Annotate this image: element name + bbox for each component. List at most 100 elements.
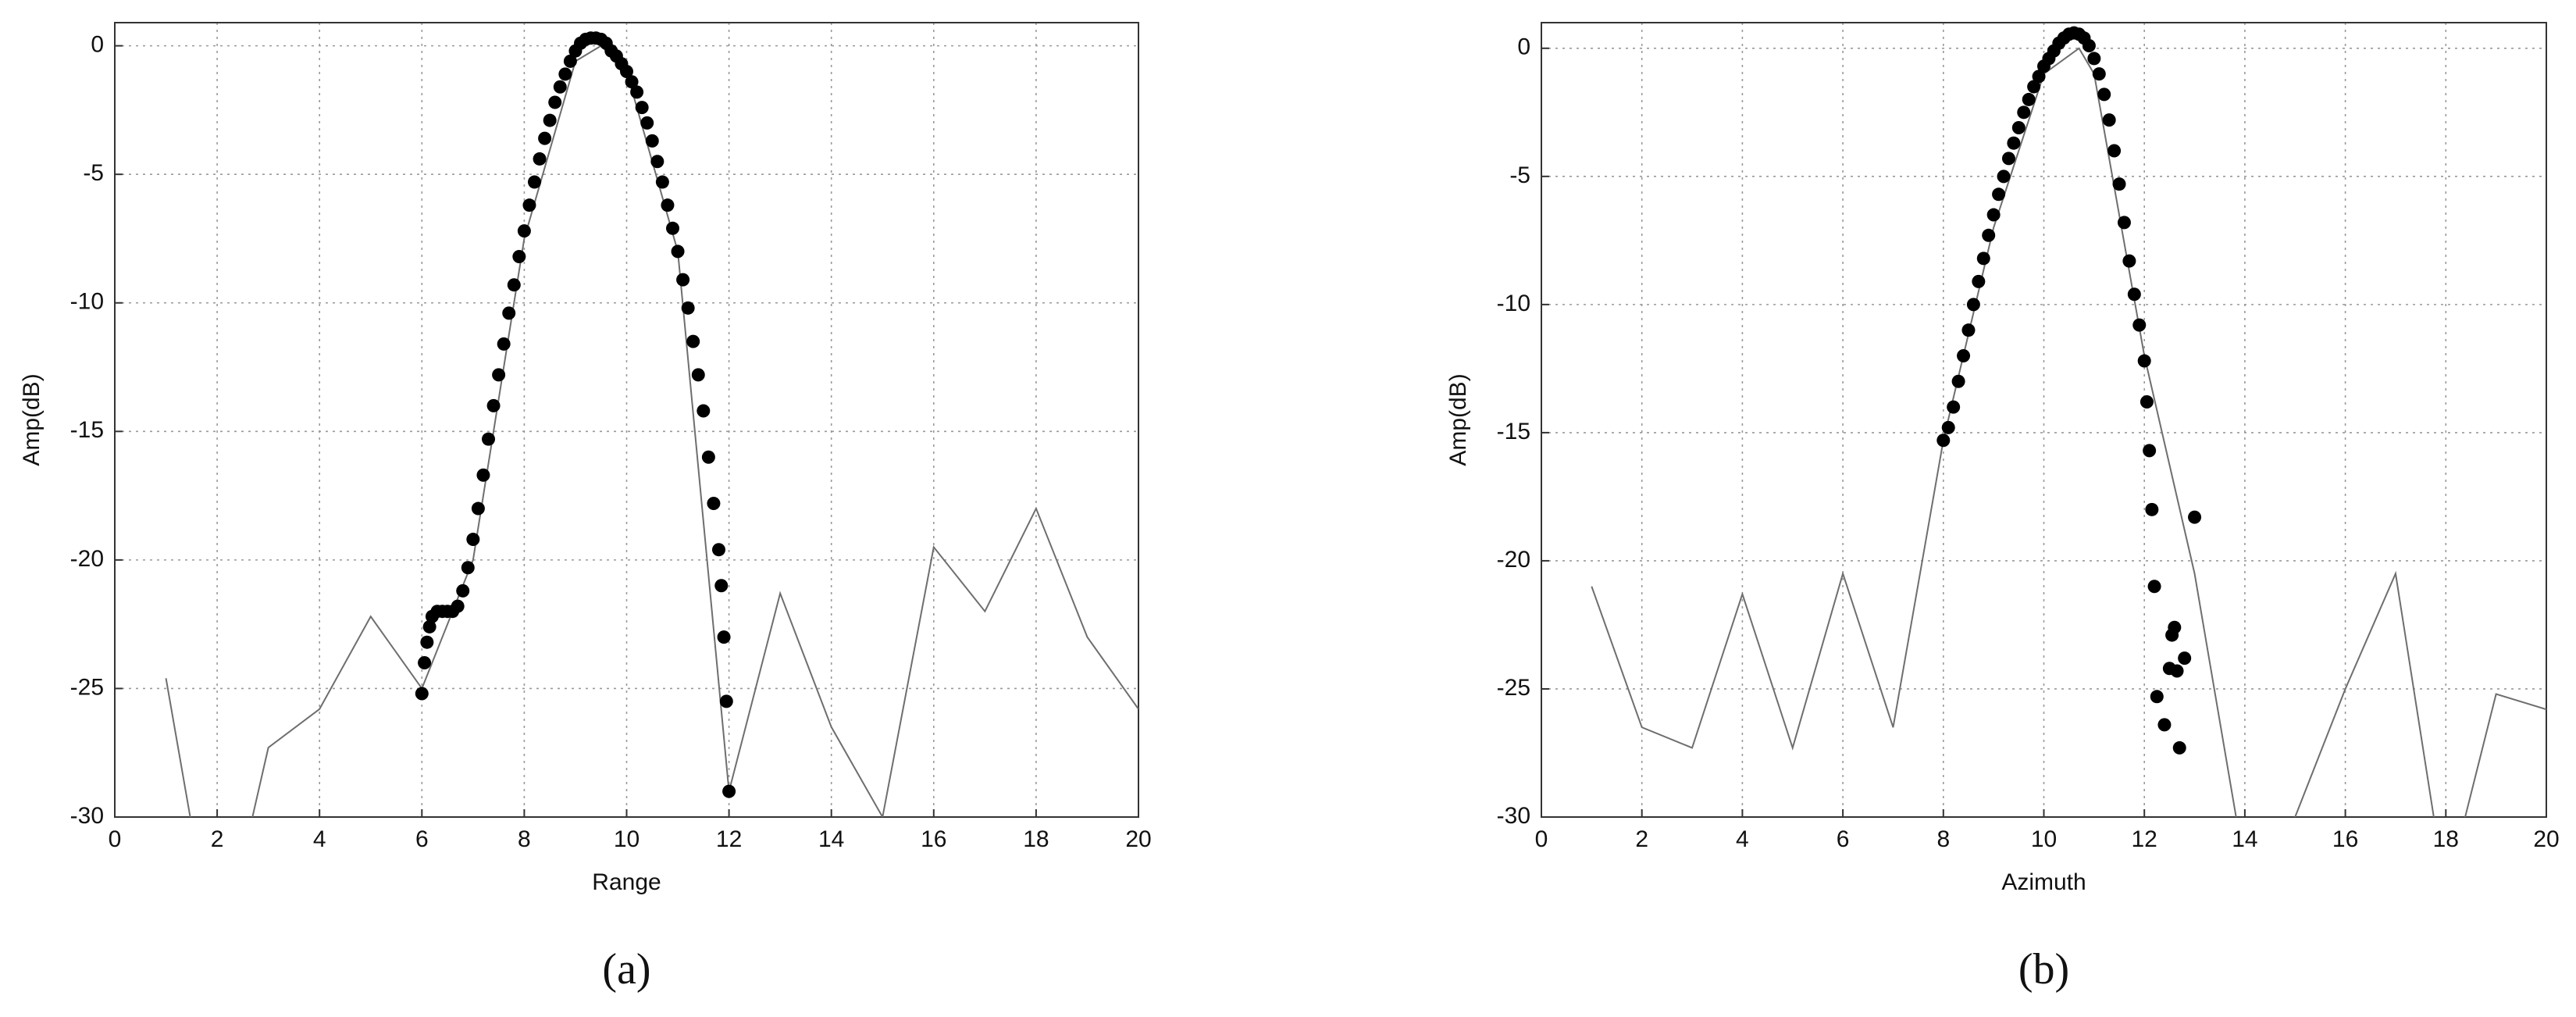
data-point bbox=[2145, 502, 2159, 516]
x-tick-label: 8 bbox=[518, 826, 531, 852]
y-tick-label: -10 bbox=[1497, 291, 1530, 316]
data-point bbox=[461, 561, 475, 575]
data-point bbox=[1951, 374, 1965, 388]
data-point bbox=[563, 54, 577, 68]
data-point bbox=[665, 221, 679, 235]
data-point bbox=[2178, 651, 2192, 666]
data-point bbox=[655, 175, 669, 189]
data-point bbox=[2022, 92, 2036, 106]
data-point bbox=[528, 175, 542, 189]
x-tick-label: 16 bbox=[2332, 826, 2358, 852]
x-axis-label: Azimuth bbox=[2001, 869, 2086, 895]
data-point bbox=[2112, 177, 2126, 191]
y-tick-label: -20 bbox=[70, 546, 104, 572]
data-point bbox=[1966, 298, 1980, 312]
y-tick-label: -15 bbox=[70, 417, 104, 443]
data-point bbox=[533, 152, 547, 166]
data-point bbox=[707, 496, 721, 510]
y-tick-label: -5 bbox=[1509, 162, 1530, 188]
chart: 0 2 4 6 8 10 12 14 16 18 20 -30 -25 -20 -15 -10 -5 0 Range… bbox=[19, 22, 1152, 994]
data-point bbox=[2007, 136, 2021, 150]
data-point bbox=[1961, 323, 1976, 337]
data-point bbox=[1972, 274, 1986, 288]
data-point bbox=[2017, 105, 2031, 120]
data-point bbox=[1992, 187, 2006, 202]
caption: (a) bbox=[602, 945, 650, 994]
data-point bbox=[422, 619, 436, 633]
data-point bbox=[1957, 348, 1971, 362]
y-tick-label: -25 bbox=[70, 674, 104, 700]
data-point bbox=[2102, 113, 2116, 127]
chart: 0 2 4 6 8 10 12 14 16 18 20 -30 -25 -20 -15 -10 -5 0 Azimu… bbox=[1445, 22, 2560, 994]
data-point bbox=[415, 687, 429, 701]
data-point bbox=[1982, 228, 1996, 242]
data-point bbox=[517, 224, 531, 238]
data-point bbox=[2147, 580, 2161, 594]
data-point bbox=[558, 67, 572, 81]
x-tick-label: 10 bbox=[2031, 826, 2057, 852]
data-point bbox=[2087, 52, 2101, 66]
data-point bbox=[701, 450, 715, 464]
data-point bbox=[719, 694, 733, 708]
x-tick-label: 18 bbox=[2433, 826, 2459, 852]
x-tick-label: 10 bbox=[614, 826, 640, 852]
data-point bbox=[2132, 318, 2147, 332]
data-point bbox=[686, 334, 700, 348]
data-point bbox=[456, 583, 470, 598]
data-point bbox=[548, 95, 562, 109]
data-point bbox=[717, 630, 731, 644]
data-point bbox=[2011, 121, 2026, 135]
data-point bbox=[512, 250, 526, 264]
data-point bbox=[1986, 208, 2001, 222]
x-tick-label: 2 bbox=[1635, 826, 1648, 852]
data-point bbox=[671, 244, 685, 259]
data-point bbox=[645, 134, 659, 148]
data-point bbox=[2127, 287, 2141, 302]
y-tick-label: -15 bbox=[1497, 419, 1530, 444]
data-point bbox=[420, 635, 434, 649]
data-point bbox=[2170, 664, 2184, 678]
data-point bbox=[630, 85, 644, 99]
data-point bbox=[2137, 354, 2151, 368]
y-tick-label: -20 bbox=[1497, 547, 1530, 573]
data-point bbox=[714, 579, 729, 593]
line-series bbox=[1591, 47, 2546, 817]
data-point bbox=[2143, 444, 2157, 458]
y-axis-label: Amp(dB) bbox=[19, 373, 45, 466]
data-point bbox=[476, 468, 490, 482]
data-point bbox=[620, 65, 633, 79]
data-point bbox=[2122, 254, 2136, 268]
data-point bbox=[2157, 718, 2172, 732]
data-point bbox=[466, 533, 480, 547]
data-point bbox=[691, 368, 705, 382]
data-point bbox=[418, 656, 432, 670]
data-point bbox=[486, 398, 501, 412]
plot-frame bbox=[114, 22, 1139, 818]
data-point bbox=[492, 368, 506, 382]
data-point bbox=[2097, 87, 2111, 102]
y-axis-label: Amp(dB) bbox=[1445, 373, 1471, 466]
data-point bbox=[625, 75, 639, 89]
data-point bbox=[635, 101, 649, 115]
x-tick-label: 14 bbox=[2232, 826, 2257, 852]
x-tick-label: 12 bbox=[2132, 826, 2157, 852]
x-tick-label: 4 bbox=[1736, 826, 1749, 852]
y-tick-label: -10 bbox=[70, 289, 104, 315]
data-point bbox=[640, 116, 654, 130]
y-tick-label: -30 bbox=[1497, 803, 1530, 829]
y-tick-label: -30 bbox=[70, 803, 104, 829]
data-point bbox=[2172, 740, 2186, 755]
x-axis-label: Range bbox=[592, 869, 661, 895]
plot-frame bbox=[1541, 22, 2547, 818]
data-point bbox=[1997, 170, 2011, 184]
data-point bbox=[497, 337, 511, 351]
y-tick-label: -25 bbox=[1497, 675, 1530, 701]
data-point bbox=[676, 273, 690, 287]
x-tick-label: 8 bbox=[1936, 826, 1950, 852]
x-tick-label: 14 bbox=[818, 826, 844, 852]
caption: (b) bbox=[2018, 945, 2069, 994]
data-point bbox=[681, 301, 695, 315]
data-point bbox=[722, 784, 736, 798]
x-tick-label: 20 bbox=[2533, 826, 2559, 852]
data-point bbox=[1947, 400, 1961, 414]
